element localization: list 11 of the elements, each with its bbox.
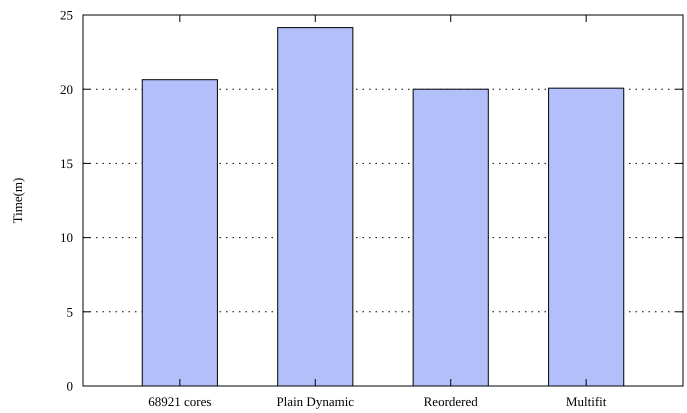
x-tick-label: Multifit <box>566 394 607 409</box>
y-tick-label: 0 <box>66 378 73 394</box>
y-tick-label: 10 <box>60 230 73 246</box>
y-tick-label: 25 <box>60 8 73 23</box>
y-axis-title: Time(m) <box>10 178 25 224</box>
x-tick-label: Reordered <box>424 394 478 409</box>
x-tick-label: Plain Dynamic <box>276 394 354 409</box>
x-tick-label: 68921 cores <box>148 394 212 409</box>
y-tick-label: 5 <box>66 304 73 320</box>
y-tick-label: 15 <box>60 156 73 171</box>
y-tick-label: 20 <box>60 82 73 97</box>
